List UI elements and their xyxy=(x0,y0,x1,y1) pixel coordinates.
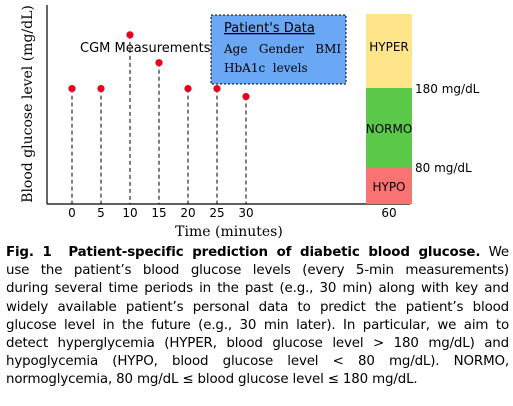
data-point xyxy=(213,84,221,93)
data-point xyxy=(242,92,250,101)
glucose-zones: HYPER NORMO HYPO 180 mg/dL 80 mg/dL xyxy=(366,14,480,204)
data-point xyxy=(126,31,134,39)
x-tick-label: 20 xyxy=(180,206,195,220)
data-point xyxy=(68,84,76,93)
x-tick-labels: 0 5 10 15 20 25 30 xyxy=(68,206,253,220)
x-tick-label: 15 xyxy=(151,206,166,220)
caption-label: Fig. 1 xyxy=(6,245,52,260)
patient-data-box: Patient's Data Age Gender BMI HbA1c leve… xyxy=(210,14,347,85)
series-marks xyxy=(68,31,250,204)
caption-line: widely available patient’s personal data… xyxy=(6,299,509,315)
zone-hyper-label: HYPER xyxy=(369,40,409,54)
glucose-chart: Blood glucose level (mg/dL) Time (minute… xyxy=(20,5,480,238)
figure: Blood glucose level (mg/dL) Time (minute… xyxy=(20,5,480,238)
caption-line: normoglycemia, 80 mg/dL ≤ blood glucose … xyxy=(6,372,418,388)
x-tick-label: 10 xyxy=(122,206,137,220)
caption-line: during several time periods in the past … xyxy=(6,281,509,297)
patient-box-title: Patient's Data xyxy=(224,21,315,36)
x-tick-label: 5 xyxy=(97,206,105,220)
caption-line: We xyxy=(488,245,510,260)
caption-title: Patient-specific prediction of diabetic … xyxy=(68,245,481,260)
zone-normo-label: NORMO xyxy=(366,122,413,136)
figure-caption: Fig. 1 Patient-specific prediction of di… xyxy=(6,244,509,390)
data-point xyxy=(97,84,105,93)
caption-line: hypoglycemia (HYPO, blood glucose level … xyxy=(6,354,509,370)
threshold-180-label: 180 mg/dL xyxy=(415,82,480,96)
patient-box-background xyxy=(210,14,347,85)
series-label: CGM Measurements xyxy=(80,41,211,56)
threshold-80-label: 80 mg/dL xyxy=(415,161,472,175)
zone-hypo xyxy=(366,168,412,204)
caption-line: detect hyperglycemia (HYPER, blood gluco… xyxy=(6,336,509,352)
y-axis-label: Blood glucose level (mg/dL) xyxy=(20,5,36,203)
caption-line: glucose level in the future (e.g., 30 mi… xyxy=(6,317,509,333)
patient-box-line2: HbA1c levels xyxy=(224,61,308,75)
zone-normo xyxy=(366,88,412,168)
data-point xyxy=(155,59,163,67)
patient-box-line1: Age Gender BMI xyxy=(223,42,341,56)
caption-line: use the patient’s blood glucose levels (… xyxy=(6,263,509,279)
x-tick-label: 30 xyxy=(238,206,253,220)
zone-hyper xyxy=(366,14,412,88)
x-tick-label: 25 xyxy=(209,206,224,220)
data-point xyxy=(184,84,192,93)
x-axis-label: Time (minutes) xyxy=(175,224,283,238)
x-tick-label: 0 xyxy=(68,206,76,220)
x-tick-prediction: 60 xyxy=(381,206,396,220)
zone-hypo-label: HYPO xyxy=(372,180,405,194)
